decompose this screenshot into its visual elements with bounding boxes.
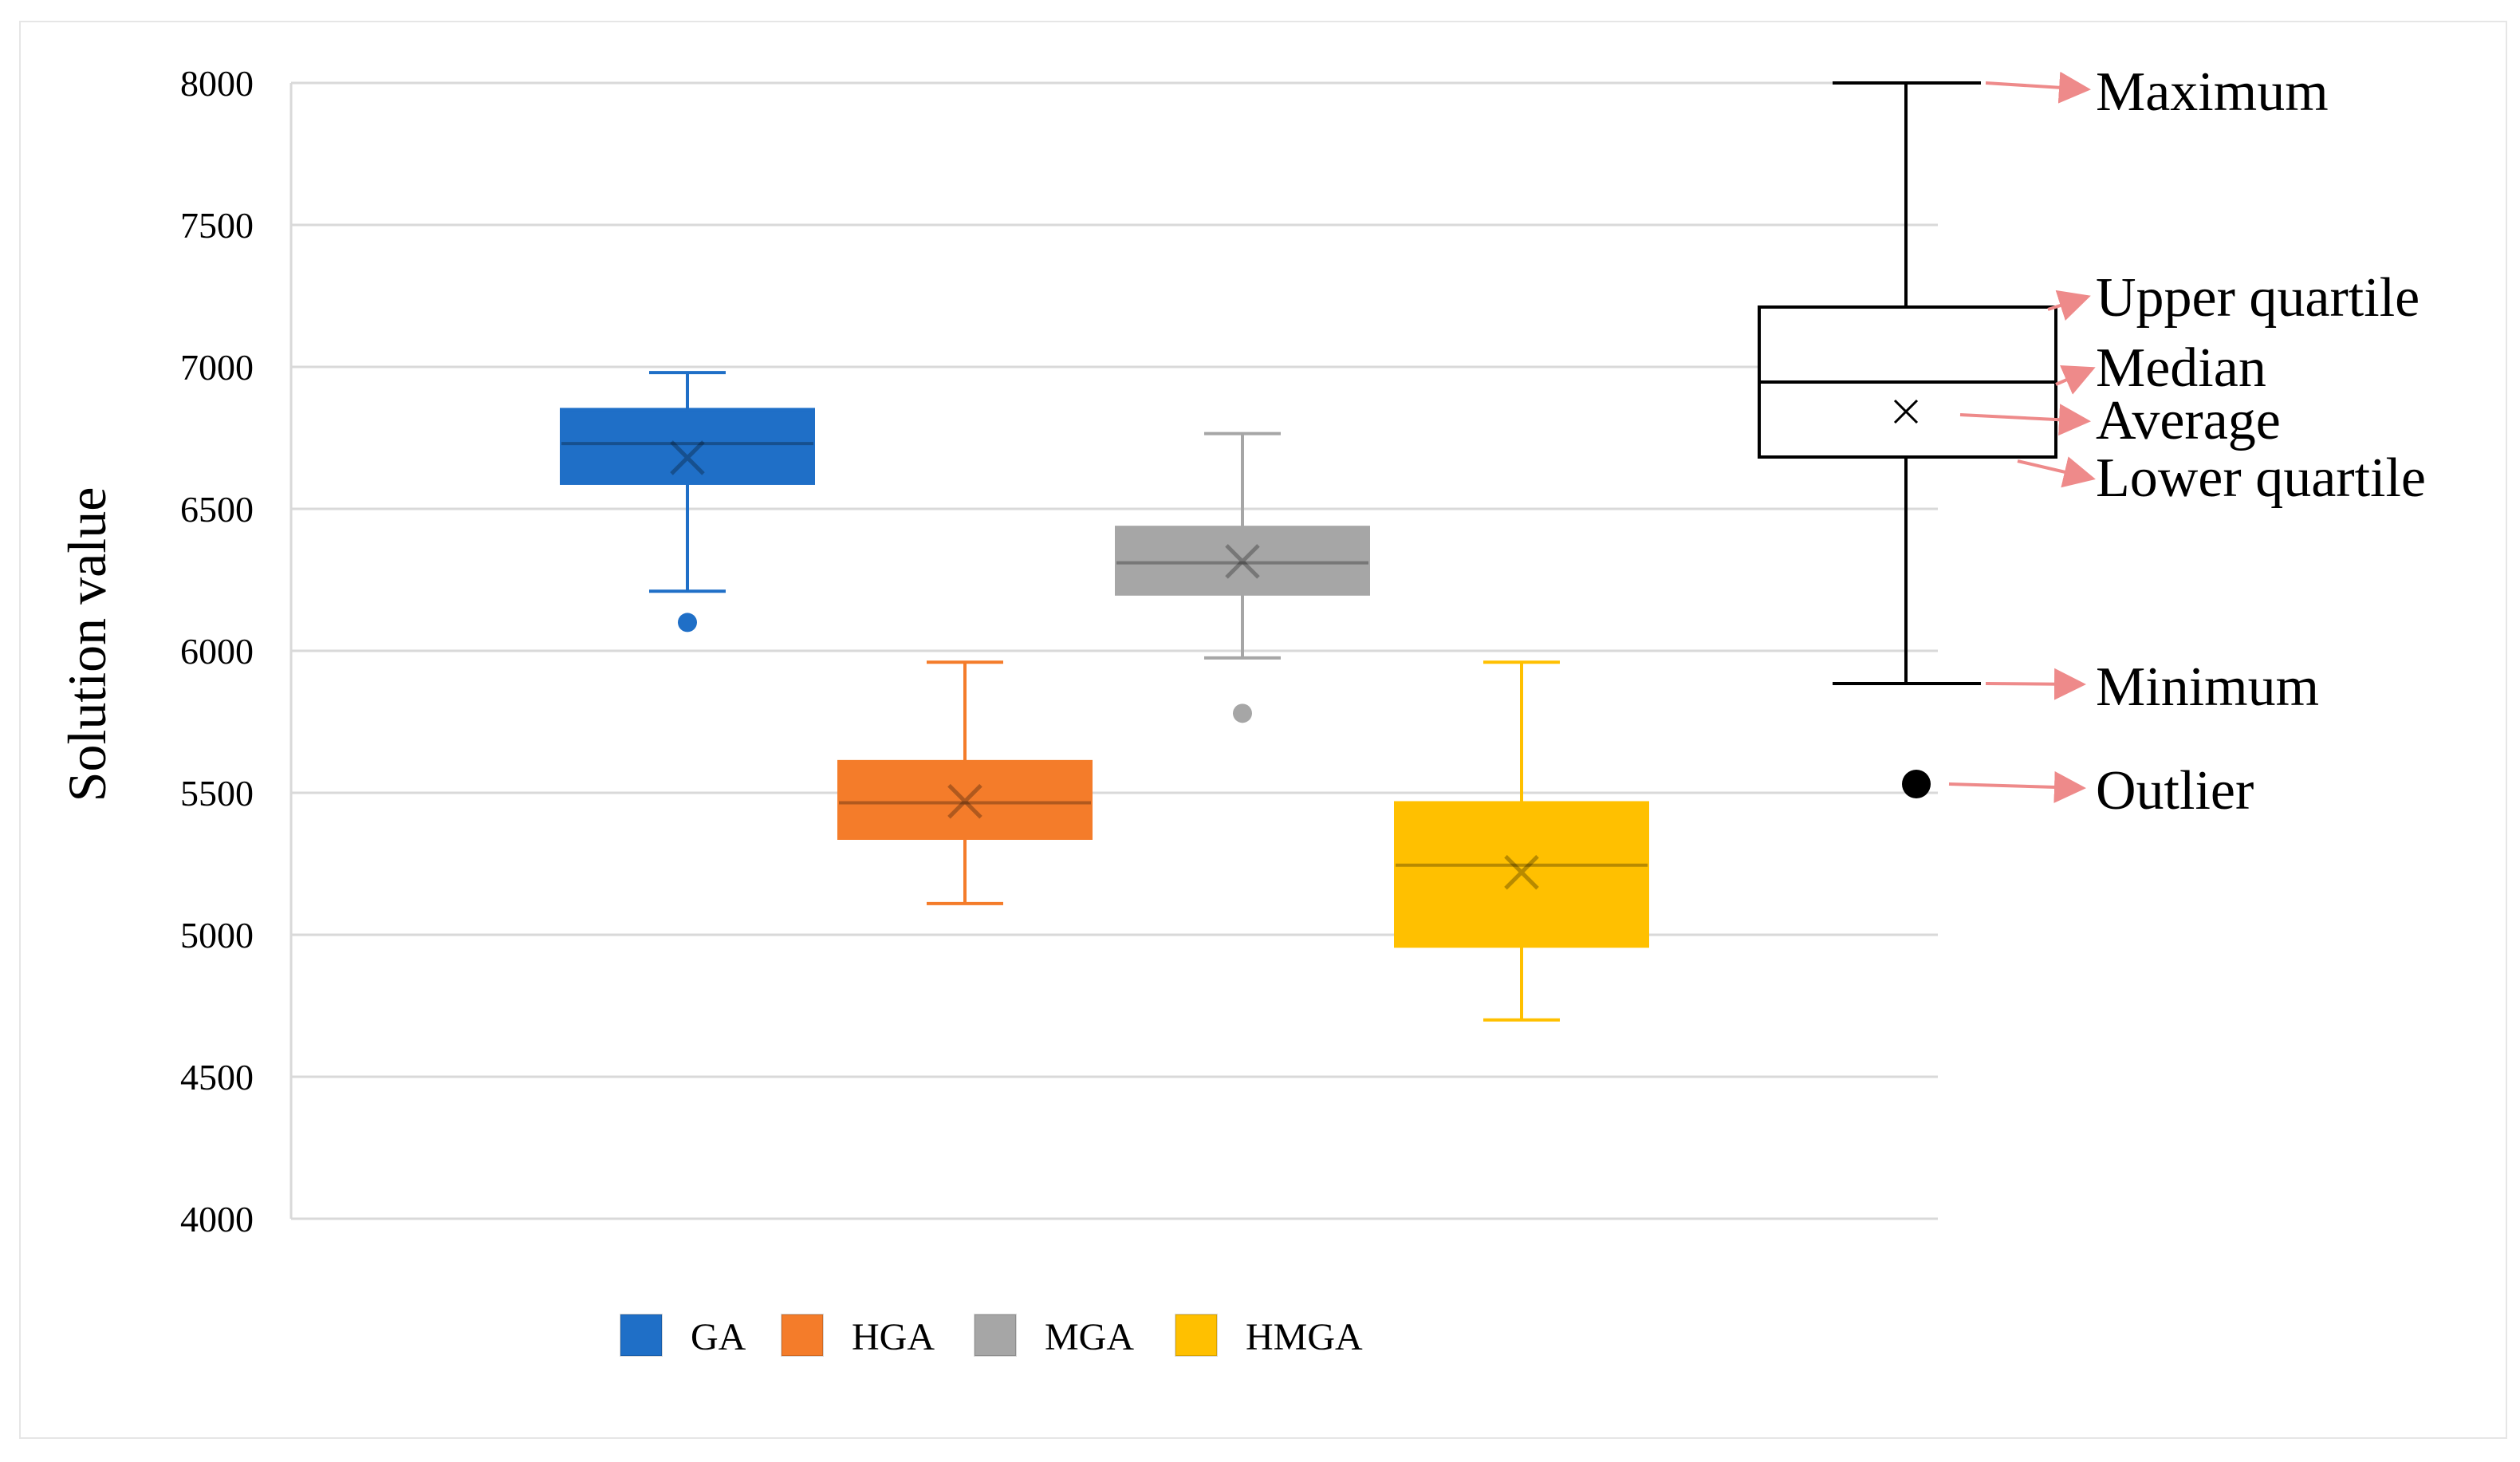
key-arrow-outlier: [1948, 770, 2086, 803]
legend-item-ga: GA: [620, 1314, 746, 1358]
iqr-box: [560, 408, 815, 485]
y-axis-ticks: 4000 4500 5000 5500 6000 6500 7000 7500 8000: [180, 63, 254, 1239]
legend-label: GA: [691, 1316, 746, 1358]
mean-marker: [947, 783, 982, 819]
iqr-box: [1394, 801, 1649, 948]
y-tick-label: 5500: [180, 773, 254, 814]
key-label-median: Median: [2096, 337, 2266, 399]
y-tick-label: 5000: [180, 915, 254, 956]
key-arrow-median: [2055, 365, 2096, 395]
iqr-box: [1115, 526, 1370, 596]
y-tick-label: 7500: [180, 205, 254, 246]
key-arrow-average: [1959, 404, 2091, 436]
grid-lines: [289, 81, 1938, 1220]
outlier-point: [678, 613, 697, 632]
mean-marker: [1225, 544, 1260, 579]
box-hmga: [1394, 660, 1649, 1022]
y-tick-label: 4000: [180, 1199, 254, 1239]
chart-frame: [19, 21, 2507, 1439]
legend-item-hmga: HMGA: [1175, 1314, 1363, 1358]
mean-marker: [1504, 854, 1539, 890]
mean-marker: [670, 440, 705, 475]
key-label-lower-quartile: Lower quartile: [2096, 447, 2426, 509]
key-arrow-lower-quartile: [2017, 456, 2096, 488]
key-label-outlier: Outlier: [2096, 760, 2254, 822]
y-tick-label: 8000: [180, 63, 254, 104]
box-ga: [560, 371, 815, 632]
legend-swatch: [1175, 1314, 1218, 1357]
outlier-point: [1233, 703, 1252, 723]
key-arrow-maximum: [1985, 71, 2091, 104]
key-label-minimum: Minimum: [2096, 656, 2319, 718]
key-mean-marker: [1893, 399, 1919, 424]
box-plot-key: Maximum Upper quartile MedianAverageLower …: [1758, 61, 2426, 822]
key-arrow-upper-quartile: [2047, 290, 2091, 321]
box-mga: [1115, 432, 1370, 723]
y-axis-title: Solution value: [57, 487, 117, 802]
key-label-average: Average: [2096, 390, 2281, 451]
y-tick-label: 7000: [180, 347, 254, 388]
legend-swatch: [974, 1314, 1017, 1357]
legend-swatch: [620, 1314, 663, 1357]
y-tick-label: 6500: [180, 489, 254, 530]
key-label-upper-quartile: Upper quartile: [2096, 267, 2420, 329]
key-label-maximum: Maximum: [2096, 61, 2329, 123]
legend-label: HMGA: [1246, 1316, 1363, 1358]
legend-swatch: [781, 1314, 824, 1357]
legend-item-mga: MGA: [974, 1314, 1134, 1358]
key-outlier-point: [1902, 770, 1931, 798]
box-hga: [837, 660, 1093, 905]
legend-item-hga: HGA: [781, 1314, 935, 1358]
legend: GA HGA MGA HMGA: [620, 1314, 1363, 1358]
box-series: [560, 371, 1649, 1022]
y-tick-label: 6000: [180, 631, 254, 672]
iqr-box: [837, 759, 1093, 840]
legend-label: MGA: [1045, 1316, 1134, 1358]
y-tick-label: 4500: [180, 1057, 254, 1097]
legend-label: HGA: [852, 1316, 935, 1358]
